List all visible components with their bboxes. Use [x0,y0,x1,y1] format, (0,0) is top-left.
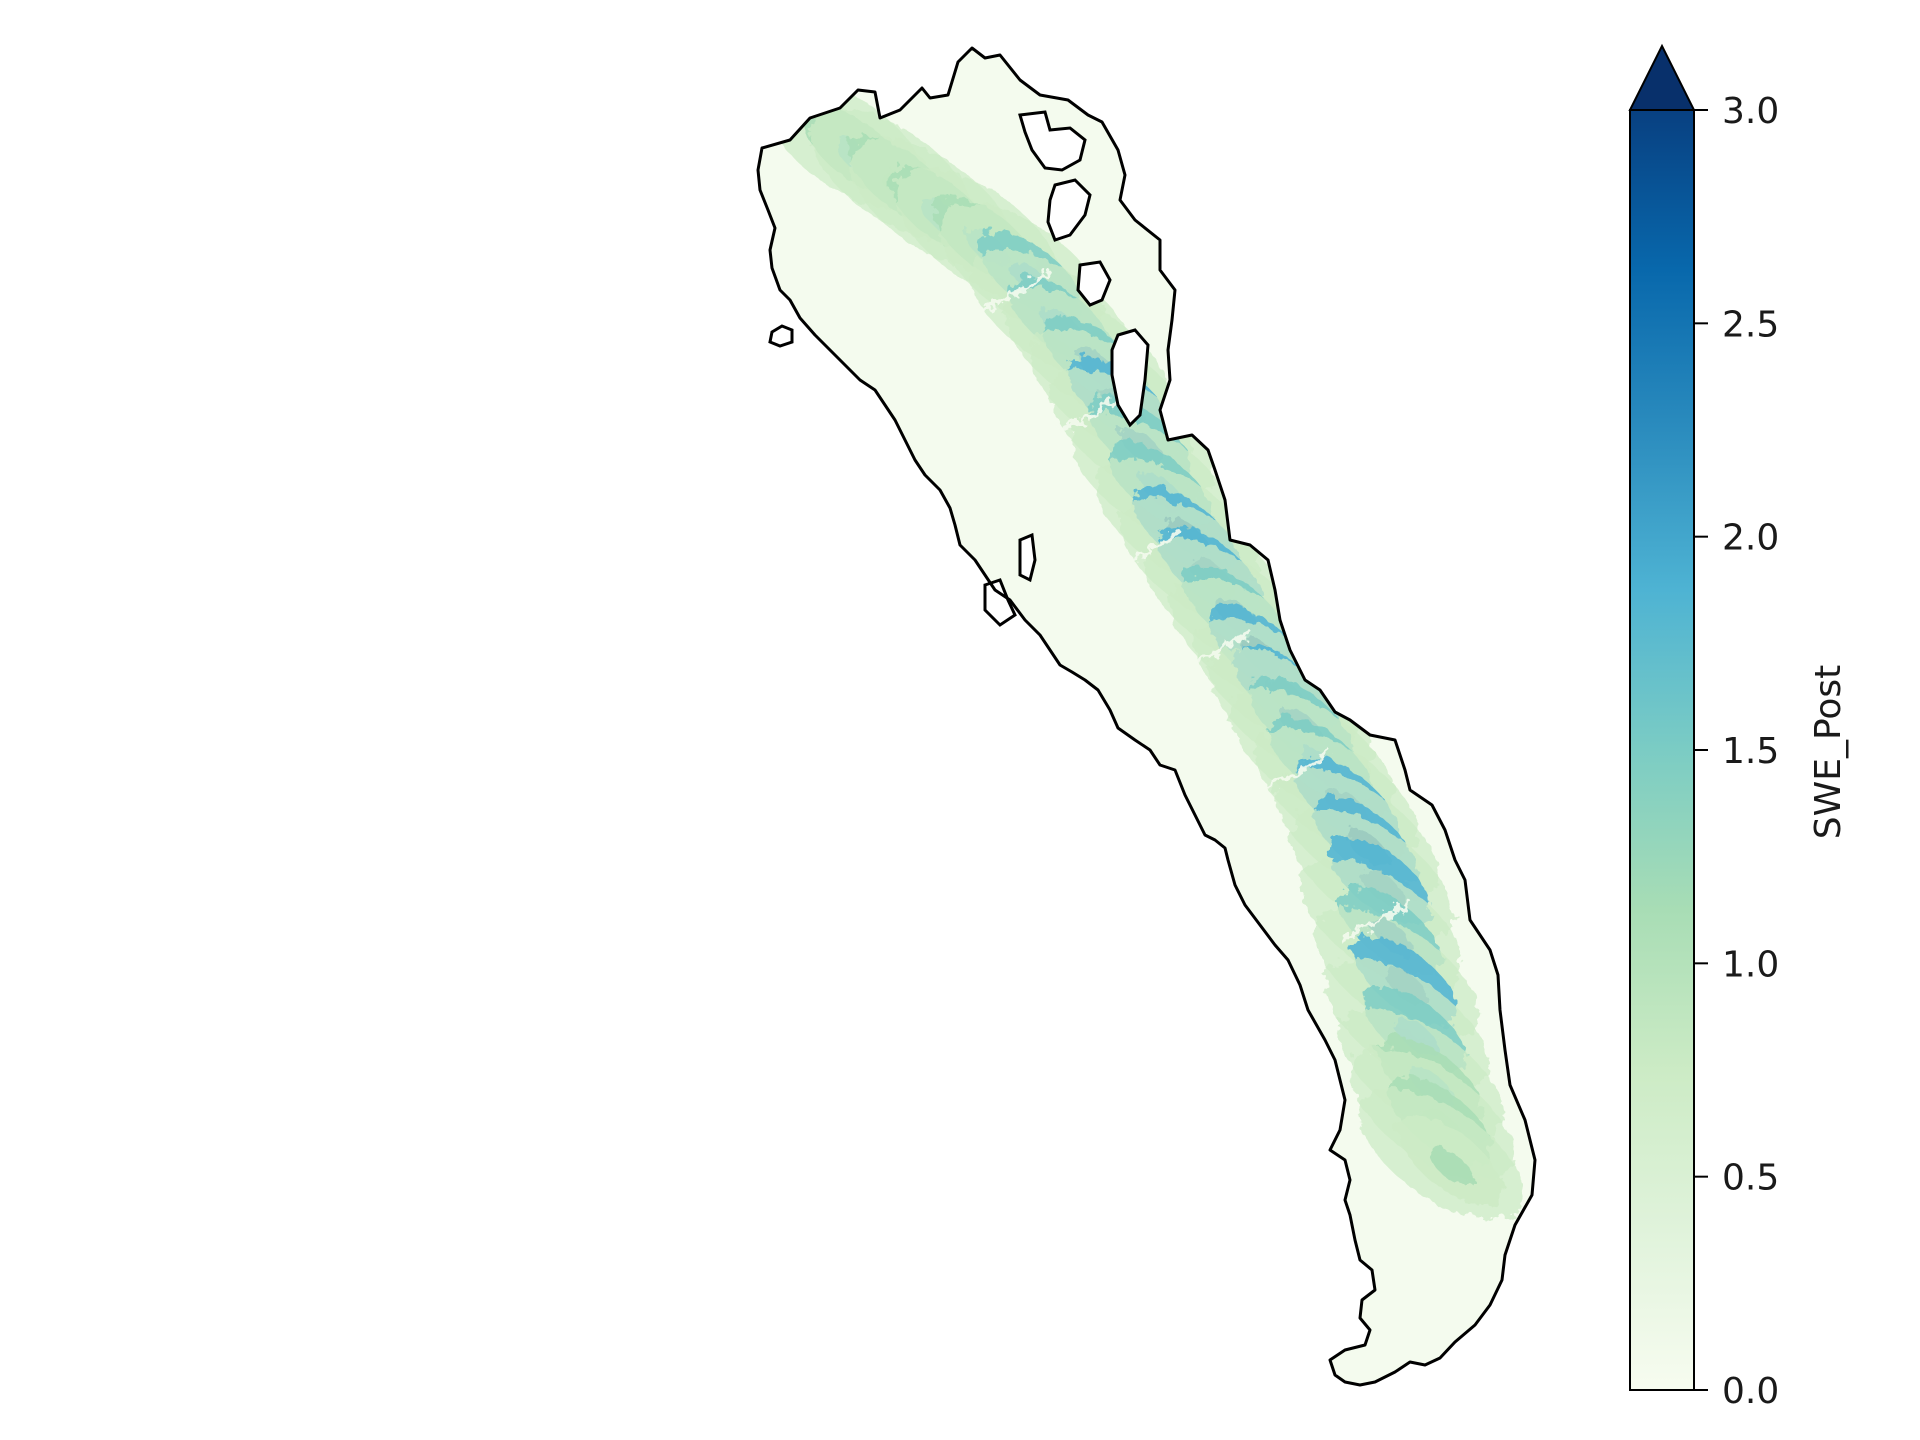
colorbar-gradient [1629,109,1695,1391]
lake-outline [1076,260,1112,307]
lake-outline [1018,532,1037,583]
lake-outline [1046,178,1092,242]
swe-field [764,78,1524,1221]
colorbar-tick-label: 1.5 [1722,731,1779,772]
lake-outline [1110,328,1150,428]
island-outline [768,324,794,348]
lake-outline [983,578,1017,627]
colorbar-tick-label: 0.5 [1722,1158,1779,1199]
colorbar-tick-label: 0.0 [1722,1371,1779,1412]
colorbar-ticks: 0.0 0.5 1.0 1.5 2.0 2.5 3.0 [1694,91,1779,1412]
valley-streak [1339,898,1412,943]
colorbar-extend-arrow [1628,43,1696,111]
colorbar-tick-label: 1.0 [1722,944,1779,985]
lake-outline [1018,110,1087,172]
colorbar-tick-label: 2.0 [1722,518,1779,559]
colorbar: 0.0 0.5 1.0 1.5 2.0 2.5 3.0 SWE_Post [1628,43,1849,1412]
swe-core [1430,1147,1474,1186]
snow-range-map [756,46,1537,1387]
colorbar-tick-label: 3.0 [1722,91,1779,132]
range-outline [756,46,1537,1387]
valley-streak [1109,528,1182,573]
colorbar-label: SWE_Post [1808,665,1849,840]
range-fill [758,48,1535,1385]
valley-streak [1259,748,1332,793]
valley-streak [1179,628,1252,673]
valley-streak [979,268,1052,313]
colorbar-tick-label: 2.5 [1722,304,1779,345]
